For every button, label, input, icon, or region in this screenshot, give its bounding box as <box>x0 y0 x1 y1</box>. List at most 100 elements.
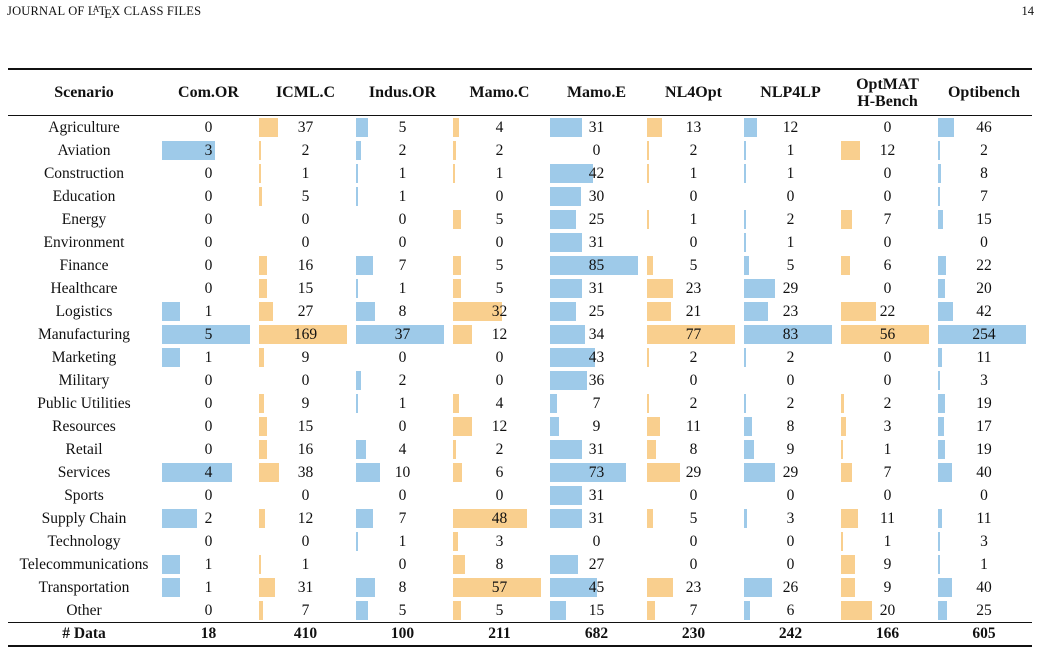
data-cell: 5 <box>354 116 451 140</box>
value-bar <box>938 279 945 298</box>
value-bar <box>938 210 943 229</box>
value-bar <box>356 394 358 413</box>
data-cell: 2 <box>936 139 1032 162</box>
data-cell: 1 <box>742 162 839 185</box>
cell-value: 169 <box>293 325 318 343</box>
data-cell: 0 <box>839 369 936 392</box>
column-header: Com.OR <box>178 84 239 101</box>
value-bar <box>841 509 858 528</box>
data-cell: 0 <box>742 530 839 553</box>
cell-value: 29 <box>782 463 799 481</box>
data-cell: 2 <box>160 507 257 530</box>
scenario-label: Agriculture <box>48 118 120 136</box>
data-cell: 2 <box>451 438 548 461</box>
value-bar <box>356 440 366 459</box>
cell-value: 17 <box>976 417 992 435</box>
value-bar <box>938 164 941 183</box>
column-header: Mamo.E <box>566 84 627 101</box>
cell-value: 0 <box>592 532 601 550</box>
journal-title-prefix: JOURNAL OF L <box>7 4 96 18</box>
data-cell: 3 <box>839 415 936 438</box>
data-cell: 31 <box>548 116 645 140</box>
cell-value: 3 <box>883 417 892 435</box>
data-cell: 16 <box>257 254 354 277</box>
journal-title-latex-e: E <box>104 7 113 21</box>
cell-value: 8 <box>398 302 407 320</box>
data-cell: 43 <box>548 346 645 369</box>
cell-value: 0 <box>398 555 407 573</box>
data-cell: 0 <box>839 185 936 208</box>
value-bar <box>259 256 267 275</box>
cell-value: 0 <box>204 601 213 619</box>
data-cell: 42 <box>548 162 645 185</box>
scenario-label: Logistics <box>55 302 113 320</box>
value-bar <box>550 256 638 275</box>
scenario-label: Environment <box>43 233 125 251</box>
cell-value: 8 <box>398 578 407 596</box>
cell-value: 20 <box>976 279 992 297</box>
data-cell: 0 <box>839 162 936 185</box>
cell-value: 0 <box>301 371 310 389</box>
data-cell: 1 <box>354 392 451 415</box>
data-cell: 29 <box>742 461 839 484</box>
cell-value: 30 <box>588 187 605 205</box>
cell-value: 37 <box>394 325 411 343</box>
table-row: Public Utilities 0 9 1 4 7 2 2 2 19 <box>8 392 1032 415</box>
data-cell: 0 <box>354 208 451 231</box>
data-cell: 31 <box>548 507 645 530</box>
value-bar <box>356 141 361 160</box>
data-cell: 1 <box>839 530 936 553</box>
data-cell: 23 <box>645 277 742 300</box>
data-cell: 0 <box>354 346 451 369</box>
data-cell: 9 <box>742 438 839 461</box>
value-bar <box>647 601 655 620</box>
value-bar <box>550 578 597 597</box>
value-bar <box>938 394 945 413</box>
data-cell: 27 <box>257 300 354 323</box>
data-cell: 2 <box>839 392 936 415</box>
cell-value: 0 <box>689 187 698 205</box>
cell-value: 32 <box>491 302 508 320</box>
cell-value: 0 <box>398 486 407 504</box>
cell-value: 15 <box>976 210 992 228</box>
data-cell: 40 <box>936 576 1032 599</box>
cell-value: 37 <box>297 118 314 136</box>
cell-value: 6 <box>495 463 504 481</box>
data-cell: 0 <box>160 277 257 300</box>
data-cell: 1 <box>160 300 257 323</box>
value-bar <box>453 578 541 597</box>
cell-value: 0 <box>204 486 213 504</box>
data-cell: 8 <box>354 300 451 323</box>
value-bar <box>744 210 746 229</box>
table-body: Agriculture 0 37 5 4 31 13 12 0 46 Aviation 3 2 2 2 0 2 1… <box>8 116 1032 623</box>
value-bar <box>550 210 576 229</box>
data-cell: 11 <box>936 346 1032 369</box>
value-bar <box>647 440 656 459</box>
cell-value: 5 <box>495 601 504 619</box>
table-row: Resources 0 15 0 12 9 11 8 3 17 <box>8 415 1032 438</box>
cell-value: 31 <box>588 440 605 458</box>
value-bar <box>356 118 368 137</box>
value-bar <box>841 325 929 344</box>
data-cell: 2 <box>742 346 839 369</box>
data-cell: 0 <box>451 346 548 369</box>
value-bar <box>841 578 855 597</box>
table-row: Military 0 0 2 0 36 0 0 0 3 <box>8 369 1032 392</box>
data-cell: 0 <box>257 484 354 507</box>
table-row: Aviation 3 2 2 2 0 2 1 12 2 <box>8 139 1032 162</box>
value-bar <box>744 325 832 344</box>
value-bar <box>744 233 746 252</box>
value-bar <box>453 325 472 344</box>
data-cell: 21 <box>645 300 742 323</box>
scenario-label: Aviation <box>57 141 111 159</box>
data-cell: 0 <box>160 185 257 208</box>
data-cell: 0 <box>160 231 257 254</box>
cell-value: 1 <box>301 164 310 182</box>
value-bar <box>453 555 465 574</box>
data-cell: 5 <box>645 507 742 530</box>
data-cell: 0 <box>936 484 1032 507</box>
value-bar <box>259 118 278 137</box>
value-bar <box>841 463 852 482</box>
cell-value: 5 <box>495 210 504 228</box>
data-cell: 8 <box>451 553 548 576</box>
